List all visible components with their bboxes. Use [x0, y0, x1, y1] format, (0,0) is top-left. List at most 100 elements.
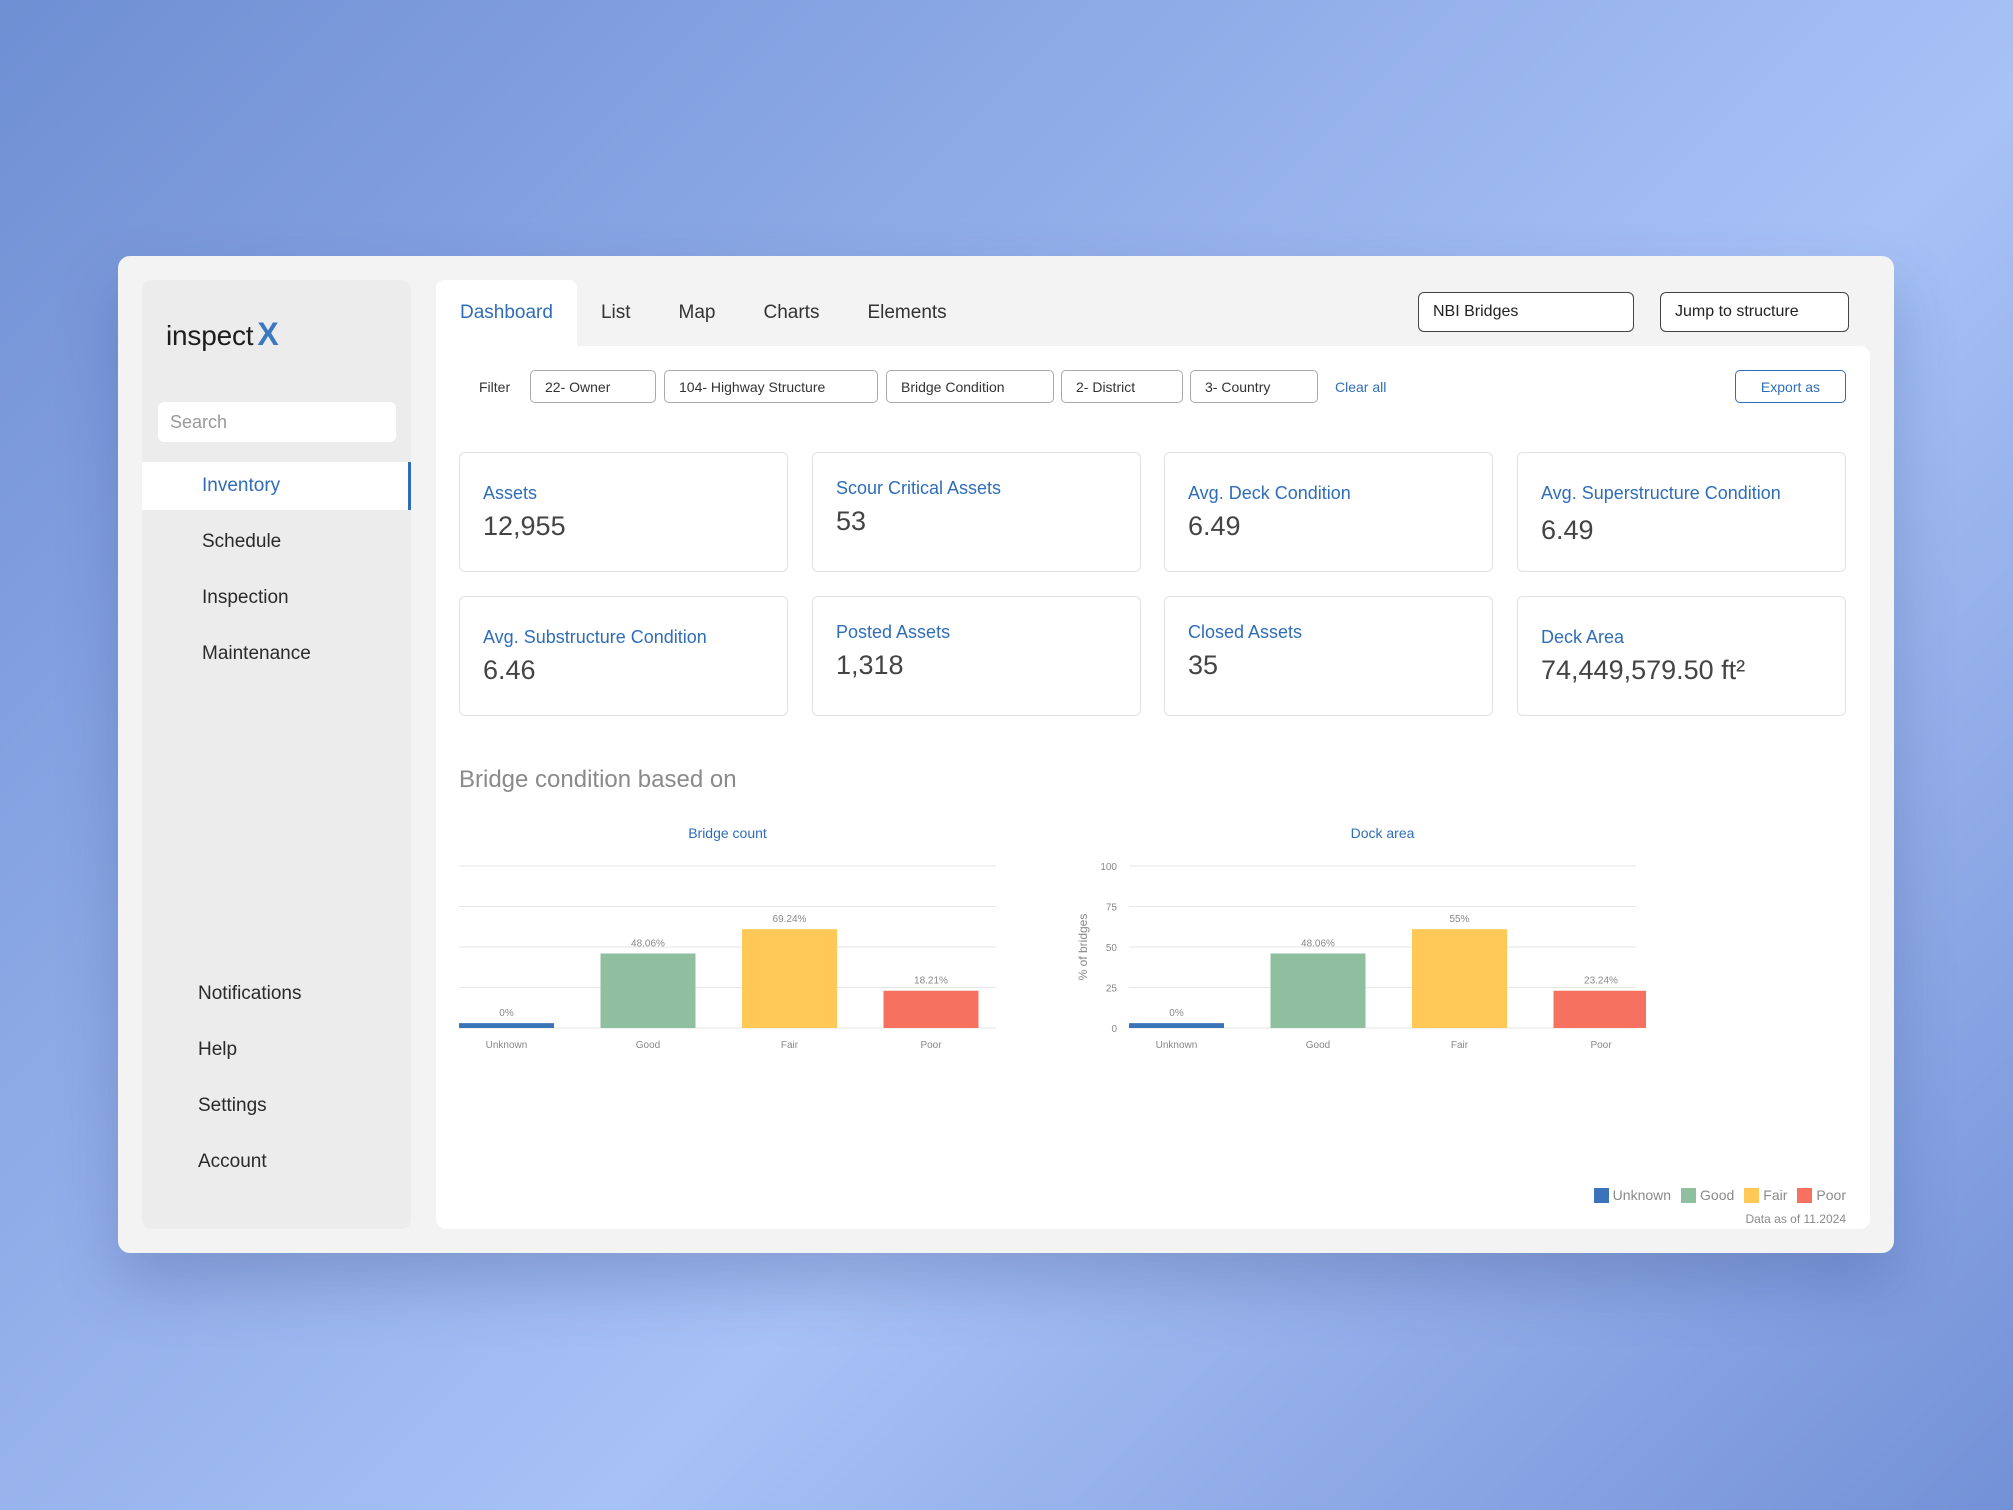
main-area: Dashboard List Map Charts Elements NBI B…: [436, 280, 1870, 1229]
y-tick-label: 0: [1111, 1024, 1117, 1035]
filter-chip-district[interactable]: 2- District: [1061, 370, 1183, 403]
bridge-count-chart: Bridge count 0% Unknown 48.06% Good 69.24% Fai…: [459, 825, 996, 1051]
sidebar-item-notifications[interactable]: Notifications: [142, 970, 411, 1018]
chart-title: Dock area: [1351, 825, 1415, 841]
app-window: inspect X Search Inventory Schedule Inspe…: [118, 256, 1894, 1253]
bar-good: [1270, 953, 1366, 1028]
x-tick-label: Unknown: [486, 1040, 528, 1051]
y-tick-label: 25: [1106, 984, 1118, 995]
stat-label: Avg. Substructure Condition: [483, 627, 707, 647]
bar-poor: [883, 990, 979, 1028]
filter-chip-highway-structure[interactable]: 104- Highway Structure: [664, 370, 878, 403]
stat-label: Posted Assets: [836, 622, 951, 642]
stat-label: Avg. Deck Condition: [1188, 483, 1351, 503]
sidebar-item-label: Account: [198, 1151, 267, 1172]
dashboard-panel: Filter 22- Owner 104- Highway Structure …: [436, 346, 1870, 1229]
jump-to-structure-input[interactable]: Jump to structure: [1660, 292, 1849, 332]
y-tick-label: 75: [1106, 903, 1118, 914]
search-input[interactable]: Search: [158, 402, 396, 442]
stat-card-superstructure-condition[interactable]: Avg. Superstructure Condition 6.49: [1517, 452, 1846, 572]
sidebar-item-label: Settings: [198, 1095, 267, 1116]
jump-to-structure-placeholder: Jump to structure: [1675, 303, 1799, 320]
data-as-of-note: Data as of 11.2024: [1745, 1212, 1846, 1226]
stat-card-closed-assets[interactable]: Closed Assets 35: [1164, 596, 1493, 716]
stat-card-substructure-condition[interactable]: Avg. Substructure Condition 6.46: [459, 596, 788, 716]
data-label: 0%: [1169, 1008, 1184, 1019]
legend-label: Fair: [1763, 1187, 1788, 1203]
section-title: Bridge condition based on: [459, 766, 737, 793]
app-logo[interactable]: inspect X: [166, 316, 279, 353]
y-axis-label: % of bridges: [1076, 914, 1090, 981]
stat-card-deck-area[interactable]: Deck Area 74,449,579.50 ft²: [1517, 596, 1846, 716]
bar-fair: [1412, 929, 1507, 1028]
bar-fair: [742, 929, 837, 1028]
filter-chip-owner[interactable]: 22- Owner: [530, 370, 656, 403]
data-label: 48.06%: [1301, 938, 1335, 949]
stat-card-posted-assets[interactable]: Posted Assets 1,318: [812, 596, 1141, 716]
data-label: 55%: [1449, 914, 1469, 925]
tab-dashboard[interactable]: Dashboard: [436, 280, 577, 346]
x-tick-label: Fair: [781, 1040, 799, 1051]
legend-label: Unknown: [1612, 1187, 1672, 1203]
tab-map[interactable]: Map: [678, 302, 716, 323]
stat-card-assets[interactable]: Assets 12,955: [459, 452, 788, 572]
stat-label: Closed Assets: [1188, 622, 1303, 642]
stat-value: 35: [1188, 650, 1219, 680]
sidebar-item-account[interactable]: Account: [142, 1138, 411, 1186]
sidebar-item-inventory[interactable]: Inventory: [142, 462, 411, 510]
x-tick-label: Poor: [920, 1040, 942, 1051]
stat-label: Avg. Superstructure Condition: [1541, 483, 1781, 503]
legend-label: Good: [1700, 1187, 1735, 1203]
legend-label: Poor: [1816, 1187, 1846, 1203]
sidebar-item-label: Help: [198, 1039, 238, 1060]
stat-card-deck-condition[interactable]: Avg. Deck Condition 6.49: [1164, 452, 1493, 572]
stat-card-scour-critical[interactable]: Scour Critical Assets 53: [812, 452, 1141, 572]
chart-legend: Unknown Good Fair Poor: [1593, 1187, 1846, 1203]
y-tick-label: 50: [1106, 943, 1118, 954]
logo-mark: X: [257, 316, 279, 352]
filter-chip-bridge-condition[interactable]: Bridge Condition: [886, 370, 1054, 403]
bar-good: [600, 953, 696, 1028]
filter-label: Filter: [479, 379, 511, 395]
bar-unknown: [459, 1023, 554, 1028]
bar-poor: [1553, 990, 1646, 1028]
tab-list[interactable]: List: [600, 302, 631, 323]
sidebar-item-label: Inspection: [202, 587, 289, 608]
tab-charts[interactable]: Charts: [763, 302, 820, 323]
chart-title: Bridge count: [688, 825, 767, 841]
sidebar-item-label: Notifications: [198, 983, 302, 1004]
data-label: 48.06%: [631, 938, 665, 949]
clear-all-link[interactable]: Clear all: [1335, 379, 1387, 395]
data-label: 18.21%: [914, 976, 948, 987]
legend-item-unknown: Unknown: [1593, 1187, 1672, 1203]
bar-unknown: [1129, 1023, 1224, 1028]
sidebar-item-schedule[interactable]: Schedule: [142, 518, 411, 566]
stat-value: 53: [836, 506, 867, 536]
sidebar-item-label: Inventory: [202, 475, 281, 496]
stat-value: 74,449,579.50 ft²: [1541, 655, 1746, 685]
stat-label: Deck Area: [1541, 627, 1625, 647]
tab-elements[interactable]: Elements: [867, 302, 947, 323]
sidebar: inspect X Search Inventory Schedule Inspe…: [142, 280, 411, 1229]
data-label: 0%: [499, 1008, 514, 1019]
stat-label: Scour Critical Assets: [836, 478, 1002, 498]
logo-text: inspect: [166, 320, 254, 351]
sidebar-item-label: Maintenance: [202, 643, 311, 664]
data-label: 23.24%: [1584, 976, 1618, 987]
deck-area-chart: Dock area 0 25 50 75 100 % of bridges 0% Unknown…: [1076, 825, 1646, 1051]
sidebar-item-settings[interactable]: Settings: [142, 1082, 411, 1130]
sidebar-item-maintenance[interactable]: Maintenance: [142, 630, 411, 678]
export-button[interactable]: Export as: [1735, 370, 1846, 403]
dataset-select[interactable]: NBI Bridges: [1418, 292, 1634, 332]
legend-item-good: Good: [1681, 1187, 1734, 1203]
search-placeholder: Search: [170, 411, 228, 432]
stat-value: 6.49: [1541, 515, 1594, 545]
sidebar-item-inspection[interactable]: Inspection: [142, 574, 411, 622]
stat-label: Assets: [483, 483, 538, 503]
filter-chip-country[interactable]: 3- Country: [1190, 370, 1318, 403]
x-tick-label: Good: [1306, 1040, 1330, 1051]
stat-value: 12,955: [483, 511, 566, 541]
stat-value: 6.46: [483, 655, 536, 685]
sidebar-item-help[interactable]: Help: [142, 1026, 411, 1074]
stat-value: 6.49: [1188, 511, 1241, 541]
